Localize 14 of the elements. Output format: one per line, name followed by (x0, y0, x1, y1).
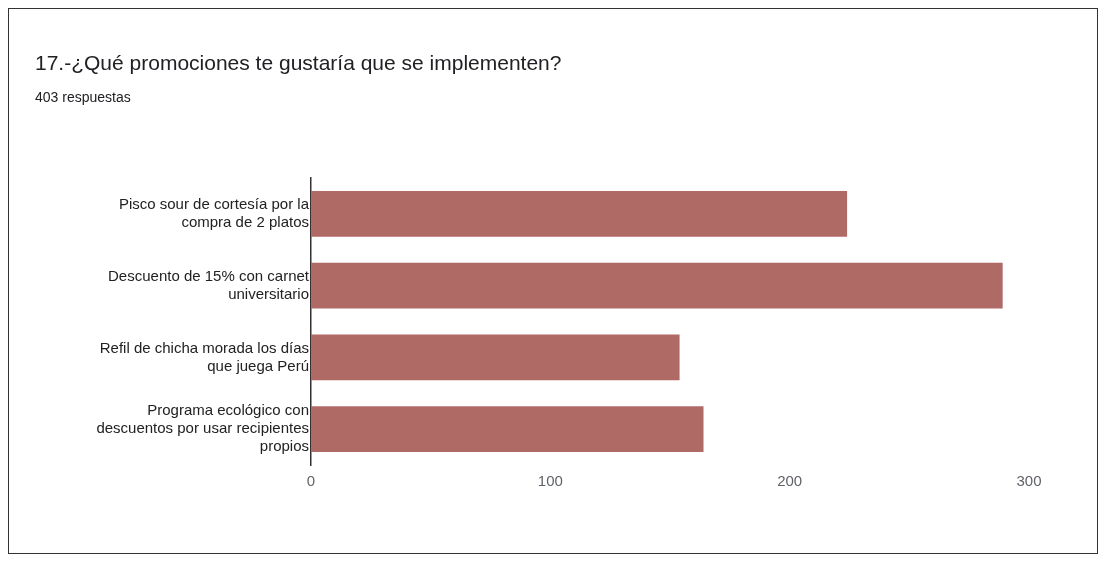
x-tick-label: 0 (306, 472, 316, 490)
y-tick-label: Pisco sour de cortesía por la compra de 2 platos (118, 195, 310, 231)
y-tick-label: Refil de chicha morada los días que juega Perú (99, 338, 309, 374)
x-tick-label: 100 (537, 472, 563, 490)
bar (311, 406, 704, 453)
bar (311, 334, 680, 381)
bar (311, 190, 848, 237)
text: 403 respuestas (35, 89, 131, 105)
x-tick-label: 200 (777, 472, 803, 490)
x-tick-label: 300 (1016, 472, 1042, 490)
bar (311, 262, 1003, 309)
y-tick-label: Descuento de 15% con carnet universitario (108, 266, 310, 302)
chart-title: 17.-¿Qué promociones te gustaría que se implementen? (35, 51, 562, 75)
y-tick-label: Programa ecológico con descuentos por usar recipientes propios (96, 401, 309, 455)
